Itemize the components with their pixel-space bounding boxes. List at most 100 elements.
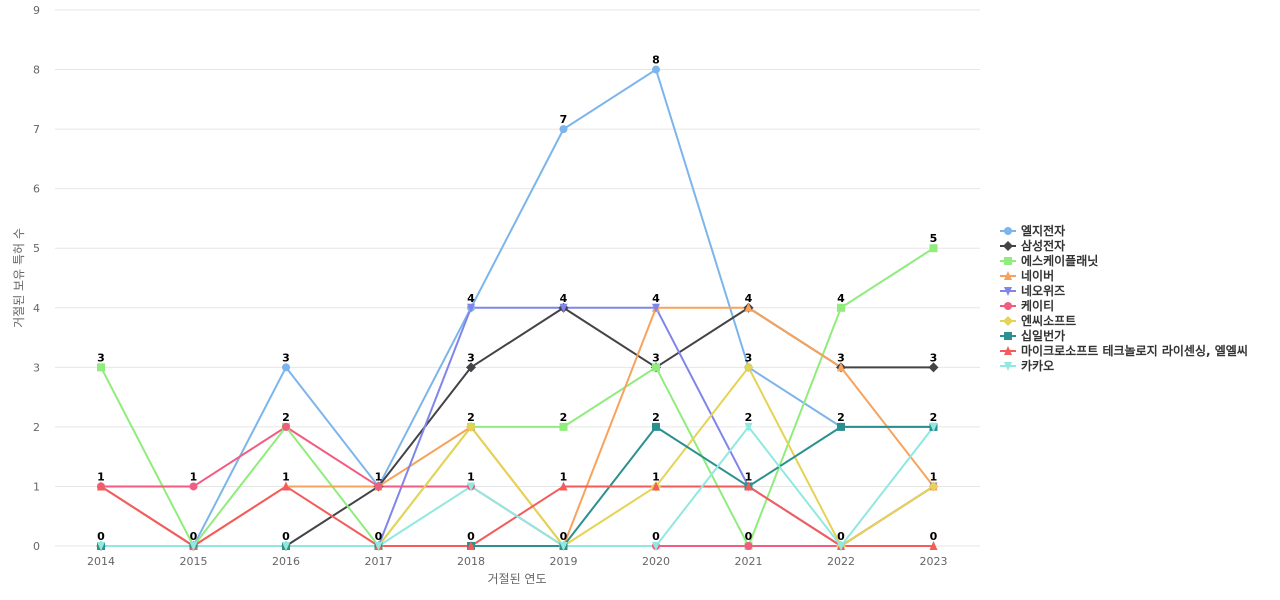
data-label: 1 <box>467 470 475 483</box>
data-point <box>97 363 105 372</box>
data-label: 3 <box>745 351 753 364</box>
x-tick-label: 2015 <box>180 555 208 568</box>
legend-label: 마이크로소프트 테크놀로지 라이센싱, 엘엘씨 <box>1021 343 1248 358</box>
data-label: 0 <box>375 530 383 543</box>
data-label: 3 <box>837 351 845 364</box>
legend-item[interactable]: 에스케이플래닛 <box>1000 253 1098 268</box>
data-point <box>374 482 383 491</box>
x-tick-label: 2017 <box>365 555 393 568</box>
series-lines <box>100 68 935 547</box>
x-tick-label: 2018 <box>457 555 485 568</box>
series-line-9 <box>101 425 935 547</box>
legend-item[interactable]: 십일번가 <box>1000 328 1065 343</box>
data-label: 3 <box>467 351 475 364</box>
data-label: 1 <box>745 470 753 483</box>
legend-item[interactable]: 카카오 <box>1000 358 1054 373</box>
data-point <box>652 65 660 74</box>
x-axis-ticks: 2014 2015 2016 2017 2018 2019 2020 2021 2022 2023 <box>87 555 948 568</box>
data-label: 4 <box>560 292 568 305</box>
data-point <box>744 542 753 550</box>
data-label: 3 <box>97 351 105 364</box>
data-point <box>467 482 475 492</box>
x-tick-label: 2016 <box>272 555 300 568</box>
data-point <box>652 542 660 551</box>
data-label: 1 <box>930 470 938 483</box>
legend-marker <box>1003 316 1013 326</box>
legend-marker <box>1004 332 1012 340</box>
y-tick-label: 3 <box>33 361 40 374</box>
data-label: 0 <box>930 530 938 543</box>
y-tick-label: 2 <box>33 421 40 434</box>
legend-item[interactable]: 네오위즈 <box>1000 283 1065 298</box>
legend-label: 십일번가 <box>1021 328 1065 343</box>
data-point <box>467 541 475 550</box>
y-tick-label: 8 <box>33 64 40 77</box>
data-point <box>928 362 939 373</box>
data-label: 2 <box>560 411 568 424</box>
legend-item[interactable]: 마이크로소프트 테크놀로지 라이센싱, 엘엘씨 <box>1000 343 1248 358</box>
data-label: 1 <box>560 470 568 483</box>
data-label: 0 <box>190 530 198 543</box>
data-point <box>282 481 290 491</box>
legend-item[interactable]: 엔씨소프트 <box>1000 313 1076 328</box>
data-point <box>282 363 290 372</box>
y-tick-label: 7 <box>33 123 40 136</box>
legend-label: 엘지전자 <box>1021 223 1065 238</box>
data-point <box>559 303 568 313</box>
data-point <box>837 303 845 312</box>
data-label: 2 <box>282 411 290 424</box>
data-point <box>466 362 476 373</box>
legend-label: 카카오 <box>1021 358 1054 373</box>
data-label: 4 <box>745 292 753 305</box>
data-label: 1 <box>97 470 105 483</box>
legend-item[interactable]: 엘지전자 <box>1000 223 1065 238</box>
legend-label: 네오위즈 <box>1021 283 1065 298</box>
legend-marker <box>1004 257 1012 265</box>
legend: 엘지전자삼성전자에스케이플래닛네이버네오위즈케이티엔씨소프트십일번가마이크로소프… <box>1000 223 1248 373</box>
legend-item[interactable]: 삼성전자 <box>1000 238 1065 253</box>
data-label: 0 <box>745 530 753 543</box>
data-point <box>928 481 939 492</box>
data-label: 0 <box>467 530 475 543</box>
data-point <box>97 481 105 491</box>
data-label: 3 <box>652 351 660 364</box>
data-label: 0 <box>282 530 290 543</box>
x-tick-label: 2014 <box>87 555 115 568</box>
x-tick-label: 2021 <box>735 555 763 568</box>
y-tick-label: 6 <box>33 183 40 196</box>
series-markers <box>96 65 939 551</box>
data-point <box>652 303 660 313</box>
legend-item[interactable]: 케이티 <box>1000 298 1054 313</box>
data-point <box>929 244 938 253</box>
data-label: 4 <box>652 292 660 305</box>
y-tick-label: 0 <box>33 540 40 553</box>
data-point <box>559 542 568 551</box>
data-label: 5 <box>930 232 938 245</box>
data-point <box>97 542 105 551</box>
data-point <box>929 422 938 432</box>
data-label: 1 <box>375 470 383 483</box>
data-point <box>652 481 660 491</box>
legend-marker <box>1004 346 1012 355</box>
data-point <box>652 363 660 372</box>
legend-item[interactable]: 네이버 <box>1000 268 1054 283</box>
data-point <box>466 421 476 432</box>
data-point <box>559 422 568 431</box>
legend-marker <box>1004 227 1012 235</box>
legend-label: 삼성전자 <box>1021 238 1065 253</box>
series-line-2 <box>100 247 935 547</box>
y-tick-label: 4 <box>33 302 40 315</box>
data-label: 0 <box>97 530 105 543</box>
data-point <box>837 422 845 431</box>
legend-marker <box>1004 302 1012 310</box>
data-label: 8 <box>652 54 660 67</box>
x-tick-label: 2019 <box>550 555 578 568</box>
data-label: 0 <box>652 530 660 543</box>
data-point <box>189 542 198 551</box>
legend-label: 네이버 <box>1021 268 1054 283</box>
data-label: 7 <box>560 113 568 126</box>
data-label: 3 <box>282 351 290 364</box>
data-label: 1 <box>282 470 290 483</box>
